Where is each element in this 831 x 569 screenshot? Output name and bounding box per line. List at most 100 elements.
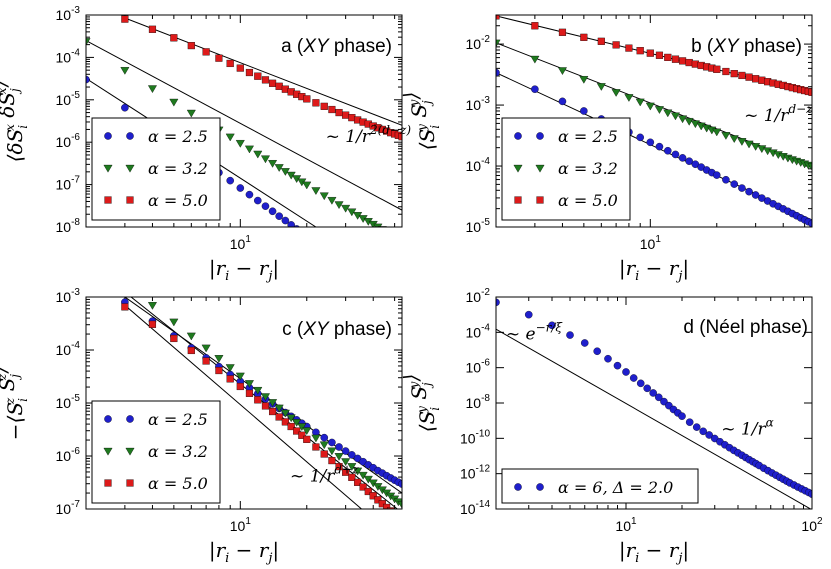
legend: α = 2.5 α = 3.2 α = 5.0: [501, 117, 631, 221]
data-point-square: [281, 418, 289, 426]
data-point-square: [398, 133, 402, 141]
data-point-square: [395, 514, 402, 521]
legend-box: [501, 468, 699, 504]
legend: α = 2.5 α = 3.2 α = 5.0: [91, 117, 221, 221]
data-point-square: [655, 51, 664, 59]
data-point-triangle-down: [292, 419, 302, 427]
data-point-square: [752, 75, 760, 83]
x-axis-label: |ri − rj|: [619, 256, 689, 284]
y-tick-label: 10-2: [466, 287, 491, 305]
data-point-triangle-down: [678, 115, 688, 124]
data-point-triangle-down: [398, 238, 406, 245]
legend: α = 2.5 α = 3.2 α = 5.0: [91, 400, 221, 504]
data-point-triangle-down: [397, 501, 402, 509]
legend-box: [501, 117, 631, 221]
y-tick-label: 10-6: [56, 446, 81, 464]
legend-label: α = 3.2: [148, 159, 208, 178]
y-tick-label: 10-2: [466, 34, 491, 52]
legend-marker: [513, 164, 523, 173]
data-point-triangle-down: [579, 76, 589, 84]
data-point-triangle-down: [260, 155, 270, 164]
plot-frame: [85, 296, 403, 510]
data-point-circle: [580, 339, 589, 347]
data-point-square: [254, 396, 262, 404]
data-point-circle: [738, 184, 746, 192]
legend-entry: α = 3.2: [513, 159, 618, 178]
data-point-square: [335, 108, 343, 117]
legend-marker: [125, 447, 135, 456]
data-point-triangle-down: [297, 423, 307, 431]
data-point-triangle-down: [635, 98, 645, 107]
data-point-circle: [722, 176, 730, 184]
fit-line: [124, 17, 402, 126]
legend-entry: α = 5.0: [514, 191, 618, 210]
data-point-circle: [636, 379, 645, 388]
data-point-triangle-down: [201, 344, 211, 353]
y-axis-label: ⟨Siy Sjy⟩: [399, 374, 442, 433]
panel-title: d (Néel phase): [683, 317, 808, 338]
legend-marker: [514, 483, 522, 491]
legend-marker: [125, 164, 135, 173]
x-axis-label: |ri − rj|: [619, 538, 689, 566]
data-point-square: [226, 375, 234, 383]
data-point-circle: [664, 146, 672, 155]
data-point-circle: [496, 68, 500, 77]
y-tick-label: 10-4: [56, 47, 81, 65]
data-point-triangle-down: [807, 163, 812, 171]
legend-entry: α = 5.0: [104, 474, 208, 493]
data-point-circle: [705, 431, 713, 439]
data-point-triangle-down: [169, 318, 179, 327]
data-point-circle: [341, 447, 350, 455]
panel-b: 10-5 10-4 10-3 10-2 101 b (XY phase) ~ 1/rd−z |…: [399, 14, 813, 284]
fit-line: [124, 304, 363, 509]
data-point-circle: [699, 427, 707, 436]
plot-frame: [85, 14, 403, 228]
legend-entry: α = 2.5: [104, 410, 208, 429]
data-point-square: [275, 82, 283, 90]
series-3: [496, 15, 812, 96]
data-point-circle: [808, 490, 812, 498]
data-point-circle: [236, 184, 245, 192]
data-point-square: [399, 518, 406, 525]
data-point-triangle-down: [382, 229, 390, 236]
data-point-square: [245, 68, 254, 77]
data-point-triangle-down: [311, 187, 321, 195]
y-tick-label: 10-8: [466, 393, 491, 411]
exponential-annotation: ~ e−r/ξ: [506, 320, 564, 344]
data-point-triangle-down: [684, 118, 694, 126]
legend-marker: [104, 132, 112, 140]
legend-marker: [126, 132, 134, 140]
data-point-circle: [566, 331, 574, 339]
legend-marker: [126, 196, 134, 204]
data-point-square: [374, 496, 382, 504]
data-point-square: [320, 102, 328, 110]
data-point-triangle-down: [341, 458, 351, 466]
data-point-circle: [335, 443, 343, 451]
data-point-circle: [353, 454, 362, 463]
data-point-square: [625, 44, 633, 52]
data-point-triangle-down: [244, 380, 254, 388]
data-point-square: [328, 456, 336, 465]
y-tick-label: 10-6: [56, 132, 81, 150]
legend-label: α = 2.5: [148, 127, 208, 146]
data-point-square: [202, 357, 210, 365]
data-point-square: [364, 487, 372, 496]
data-point-circle: [303, 233, 310, 240]
data-point-square: [236, 382, 244, 391]
data-point-square: [254, 72, 262, 80]
y-tick-label: 10-14: [460, 499, 490, 517]
data-point-triangle-down: [147, 302, 157, 310]
fit-lines: [496, 328, 812, 509]
y-tick-label: 10-5: [56, 393, 81, 411]
data-point-square: [738, 71, 746, 80]
legend-marker: [126, 415, 134, 423]
legend-label: α = 3.2: [558, 159, 618, 178]
data-point-square: [121, 303, 129, 311]
data-point-triangle-down: [235, 372, 245, 381]
data-point-triangle-down: [690, 120, 700, 129]
y-axis-label: −⟨Siz Sjz⟩: [0, 366, 30, 440]
data-point-circle: [636, 133, 644, 142]
data-point-square: [678, 57, 687, 65]
data-point-circle: [808, 219, 812, 227]
data-point-circle: [751, 191, 760, 199]
